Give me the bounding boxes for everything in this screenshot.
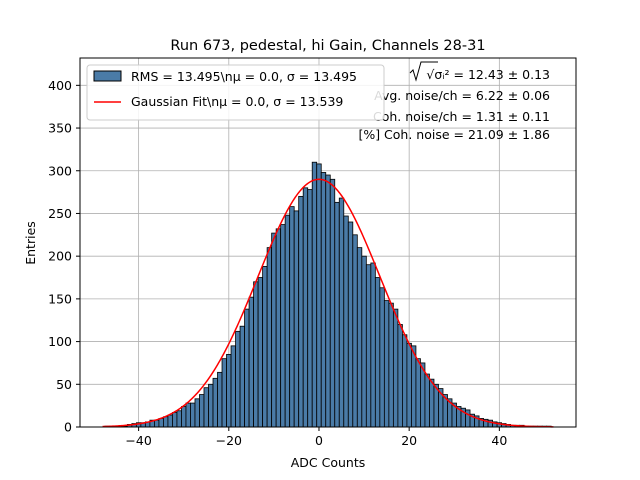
histogram-bar — [429, 378, 435, 428]
histogram-bar — [329, 178, 336, 428]
annotation-avg-noise: Avg. noise/ch = 6.22 ± 0.06 — [374, 88, 550, 103]
histogram-bar — [289, 206, 295, 428]
histogram-bar — [365, 264, 372, 428]
histogram-bar — [153, 419, 160, 428]
histogram-bar — [172, 412, 178, 428]
histogram-bar — [221, 358, 227, 428]
x-axis-ticks: −40 −20 0 20 40 — [125, 427, 507, 448]
histogram-bar — [361, 255, 367, 428]
histogram-bar — [158, 418, 164, 428]
y-tick-label: 150 — [48, 291, 72, 306]
legend-box — [86, 64, 385, 121]
histogram-bar — [293, 210, 300, 428]
histogram-bar — [185, 402, 191, 428]
y-tick-label: 350 — [48, 121, 72, 136]
x-tick-label: −40 — [125, 433, 151, 448]
histogram-bar — [203, 387, 209, 428]
plot-frame — [79, 57, 577, 428]
y-tick-label: 200 — [48, 249, 72, 264]
histogram-bar — [311, 161, 318, 428]
histogram-bar — [217, 371, 223, 428]
annotation-coh-noise: Coh. noise/ch = 1.31 ± 0.11 — [373, 109, 550, 124]
histogram-bar — [280, 224, 286, 428]
y-tick-label: 250 — [48, 206, 72, 221]
y-tick-label: 400 — [48, 78, 72, 93]
histogram-bar — [370, 262, 376, 428]
x-tick-label: 20 — [401, 433, 417, 448]
y-tick-label: 100 — [48, 334, 72, 349]
y-tick-label: 0 — [64, 420, 72, 435]
histogram-bar — [406, 342, 412, 428]
x-tick-label: 40 — [491, 433, 507, 448]
histogram-bar — [298, 195, 304, 428]
histogram-bar — [167, 414, 173, 428]
histogram-bar — [347, 221, 354, 428]
histogram-bar — [208, 383, 214, 428]
histogram-bar — [163, 416, 169, 428]
histogram-bar — [334, 201, 340, 428]
sqrt-symbol-icon — [409, 61, 438, 82]
noise-annotation-block: √σᵢ² = 12.43 ± 0.13 Avg. noise/ch = 6.22… — [358, 61, 550, 142]
histogram-bar — [379, 287, 385, 428]
histogram-bar — [338, 197, 345, 428]
gaussian-fit-line — [102, 178, 554, 428]
histogram-bar — [316, 163, 322, 428]
histogram-bar — [199, 394, 205, 428]
histogram-bar — [262, 266, 268, 428]
histogram-bar — [244, 308, 250, 428]
histogram-bar — [226, 353, 232, 428]
chart-title: Run 673, pedestal, hi Gain, Channels 28-… — [170, 38, 485, 54]
histogram-bar — [397, 324, 403, 428]
histogram-bar — [253, 281, 259, 428]
histogram-bar — [271, 232, 277, 428]
histogram-bar — [320, 172, 327, 428]
y-tick-label: 50 — [56, 377, 72, 392]
histogram-bar — [356, 247, 363, 428]
histogram-bar — [420, 362, 426, 428]
histogram-bar — [343, 215, 349, 428]
histogram-bar — [302, 187, 309, 428]
histogram-bar — [275, 228, 282, 428]
histogram-bar — [257, 277, 264, 428]
annotation-sqrt-sigma: √σᵢ² = 12.43 ± 0.13 — [426, 67, 550, 82]
histogram-bar — [230, 345, 236, 428]
y-axis-label: Entries — [23, 221, 38, 265]
histogram-bar — [325, 174, 331, 428]
histogram-bar — [465, 409, 471, 428]
histogram-bar — [401, 334, 408, 428]
legend-entry-fit: Gaussian Fit\nμ = 0.0, σ = 13.539 — [131, 94, 343, 109]
x-tick-label: −20 — [216, 433, 242, 448]
histogram-bar — [194, 398, 200, 428]
histogram-bar — [266, 247, 273, 428]
x-tick-label: 0 — [315, 433, 323, 448]
histogram-bar — [235, 330, 241, 428]
y-tick-label: 300 — [48, 163, 72, 178]
histogram-bar — [239, 325, 245, 428]
histogram-bar — [415, 358, 421, 428]
histogram-bar — [176, 410, 182, 428]
histogram-bar — [388, 302, 394, 428]
histogram-bar — [374, 277, 381, 428]
y-axis-ticks: 0 50 100 150 200 250 300 350 400 — [48, 78, 80, 435]
annotation-line-sqrt-sigma: √σᵢ² = 12.43 ± 0.13 — [409, 61, 550, 82]
histogram-bar — [307, 189, 313, 428]
legend: RMS = 13.495\nμ = 0.0, σ = 13.495 Gaussi… — [86, 64, 385, 121]
x-axis-label: ADC Counts — [291, 455, 366, 470]
histogram-bar — [284, 214, 291, 428]
histogram-bar — [190, 402, 196, 428]
histogram-bar — [352, 234, 358, 428]
histogram-bar — [248, 296, 255, 428]
annotation-coh-noise-percent: [%] Coh. noise = 21.09 ± 1.86 — [358, 127, 550, 142]
histogram-bar — [212, 377, 218, 428]
legend-swatch-histogram — [93, 70, 122, 82]
histogram-bar — [411, 345, 417, 428]
legend-entry-histogram: RMS = 13.495\nμ = 0.0, σ = 13.495 — [131, 69, 357, 84]
histogram-bar — [383, 300, 390, 428]
histogram-bar — [424, 373, 430, 428]
histogram-bar — [181, 406, 187, 428]
histogram-bar — [392, 308, 399, 428]
